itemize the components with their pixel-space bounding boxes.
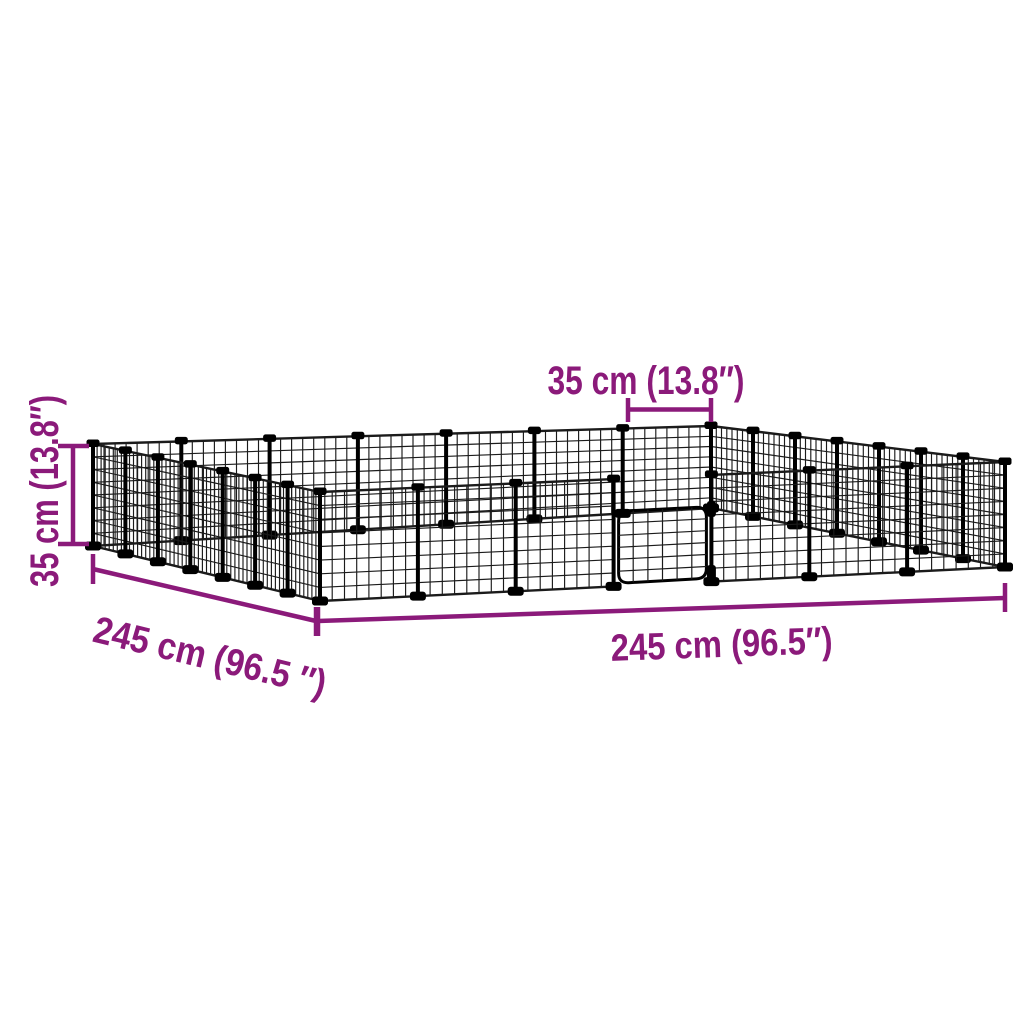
dimension-panel-width: 35 cm (13.8″) [548, 359, 745, 422]
dimension-line [317, 595, 1006, 624]
side-left-label: 245 cm (96.5 ″) [89, 609, 330, 705]
dimension-side-left: 245 cm (96.5 ″) [89, 554, 330, 706]
height-label: 35 cm (13.8″) [23, 395, 67, 587]
dimension-side-right: 245 cm (96.5″) [315, 583, 1008, 670]
door-panel [617, 501, 716, 585]
dimension-height: 35 cm (13.8″) [23, 395, 89, 587]
side-right-label: 245 cm (96.5″) [610, 620, 833, 670]
door-hinge-icon [706, 501, 716, 517]
panel-width-label: 35 cm (13.8″) [548, 359, 745, 403]
wire-mesh-enclosure [85, 421, 1013, 606]
door-hinge-icon [706, 565, 716, 581]
dimension-line [92, 566, 317, 624]
